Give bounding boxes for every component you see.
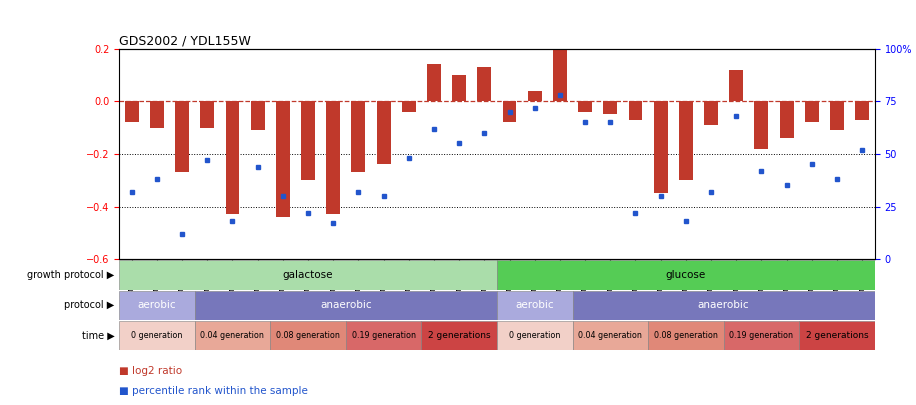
Bar: [352, 101, 365, 173]
Bar: [496, 321, 572, 350]
Text: 0 generation: 0 generation: [509, 331, 561, 340]
Bar: [225, 101, 239, 215]
Text: time ▶: time ▶: [82, 331, 114, 341]
Text: anaerobic: anaerobic: [698, 301, 749, 310]
Text: ■ log2 ratio: ■ log2 ratio: [119, 366, 182, 375]
Bar: [150, 101, 164, 128]
Text: ■ percentile rank within the sample: ■ percentile rank within the sample: [119, 386, 308, 396]
Bar: [326, 101, 340, 215]
Bar: [402, 101, 416, 112]
Bar: [251, 101, 265, 130]
Text: 2 generations: 2 generations: [428, 331, 490, 340]
Bar: [270, 321, 345, 350]
Bar: [194, 291, 496, 320]
Text: protocol ▶: protocol ▶: [64, 301, 114, 310]
Text: GDS2002 / YDL155W: GDS2002 / YDL155W: [119, 34, 251, 47]
Bar: [780, 101, 793, 138]
Text: 0.04 generation: 0.04 generation: [578, 331, 642, 340]
Bar: [578, 101, 592, 112]
Text: 0.19 generation: 0.19 generation: [352, 331, 416, 340]
Bar: [572, 291, 875, 320]
Bar: [799, 321, 875, 350]
Bar: [729, 70, 743, 101]
Bar: [477, 67, 491, 101]
Bar: [119, 291, 194, 320]
Bar: [119, 321, 194, 350]
Bar: [604, 101, 617, 115]
Bar: [421, 321, 496, 350]
Text: 2 generations: 2 generations: [806, 331, 868, 340]
Text: 0.19 generation: 0.19 generation: [729, 331, 793, 340]
Text: 0.08 generation: 0.08 generation: [654, 331, 718, 340]
Bar: [194, 321, 270, 350]
Bar: [724, 321, 799, 350]
Bar: [201, 101, 214, 128]
Bar: [301, 101, 315, 180]
Bar: [572, 321, 648, 350]
Text: 0.04 generation: 0.04 generation: [201, 331, 265, 340]
Bar: [276, 101, 289, 217]
Text: anaerobic: anaerobic: [320, 301, 372, 310]
Text: aerobic: aerobic: [137, 301, 176, 310]
Bar: [704, 101, 718, 125]
Bar: [453, 75, 466, 101]
Bar: [345, 321, 421, 350]
Bar: [553, 49, 567, 101]
Bar: [376, 101, 390, 164]
Bar: [628, 101, 642, 120]
Bar: [496, 291, 572, 320]
Bar: [119, 260, 496, 290]
Bar: [175, 101, 189, 173]
Bar: [755, 101, 769, 149]
Bar: [125, 101, 138, 122]
Bar: [496, 260, 875, 290]
Bar: [654, 101, 668, 194]
Bar: [528, 91, 541, 101]
Bar: [427, 64, 441, 101]
Bar: [830, 101, 844, 130]
Text: 0.08 generation: 0.08 generation: [276, 331, 340, 340]
Text: 0 generation: 0 generation: [131, 331, 182, 340]
Text: galactose: galactose: [283, 270, 333, 280]
Bar: [503, 101, 517, 122]
Text: glucose: glucose: [666, 270, 706, 280]
Text: aerobic: aerobic: [516, 301, 554, 310]
Bar: [856, 101, 869, 120]
Bar: [679, 101, 692, 180]
Bar: [649, 321, 724, 350]
Bar: [805, 101, 819, 122]
Text: growth protocol ▶: growth protocol ▶: [27, 270, 114, 280]
